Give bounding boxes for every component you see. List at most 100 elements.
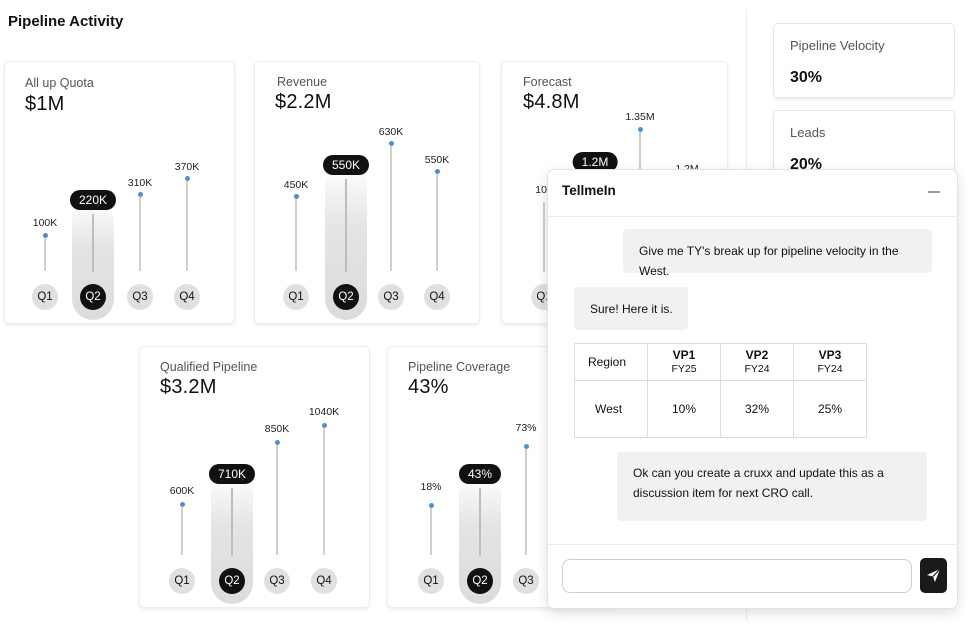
card-value: $1M bbox=[25, 93, 65, 115]
chat-panel[interactable]: TellmeIn Give me TY's break up for pipel… bbox=[548, 170, 957, 608]
chat-title: TellmeIn bbox=[562, 183, 616, 198]
user-message: Give me TY's break up for pipeline veloc… bbox=[623, 229, 932, 278]
bar-stem bbox=[525, 449, 527, 555]
table-header-vp3: VP3 FY24 bbox=[793, 343, 867, 381]
quarter-button[interactable]: Q4 bbox=[424, 284, 450, 310]
data-point bbox=[428, 503, 434, 508]
table-header-vp2: VP2 FY24 bbox=[720, 343, 794, 381]
bar-stem bbox=[186, 181, 188, 271]
bar-value-label: 450K bbox=[283, 179, 309, 191]
page-title: Pipeline Activity bbox=[8, 13, 124, 30]
bar-value-label: 73% bbox=[515, 422, 537, 434]
card-label: Qualified Pipeline bbox=[160, 360, 258, 374]
column-sub: FY24 bbox=[817, 363, 843, 375]
bar-value-label: 1.35M bbox=[625, 111, 655, 123]
column-sub: FY24 bbox=[744, 363, 770, 375]
side-card-label: Pipeline Velocity bbox=[790, 38, 885, 53]
quarter-button[interactable]: Q2 bbox=[80, 284, 106, 310]
data-point bbox=[637, 127, 643, 132]
card-qualified-pipeline[interactable]: Qualified Pipeline $3.2M 600K Q1 710K Q2… bbox=[140, 347, 369, 607]
send-button[interactable] bbox=[920, 558, 947, 593]
bar-value-label: 630K bbox=[378, 126, 404, 138]
chat-footer-divider bbox=[548, 544, 957, 545]
data-point bbox=[42, 233, 48, 238]
quarter-button[interactable]: Q1 bbox=[169, 568, 195, 594]
selected-value-pill: 550K bbox=[322, 155, 370, 175]
selected-value-pill: 220K bbox=[69, 190, 117, 210]
quarter-button[interactable]: Q1 bbox=[283, 284, 309, 310]
bar-stem bbox=[323, 428, 325, 555]
table-cell: 32% bbox=[720, 380, 794, 438]
bar-stem bbox=[231, 488, 233, 556]
bar-value-label: 850K bbox=[264, 423, 290, 435]
card-all-up-quota[interactable]: All up Quota $1M 100K Q1 220K Q2 310K Q3… bbox=[5, 62, 234, 323]
quarter-button[interactable]: Q3 bbox=[513, 568, 539, 594]
selected-value-pill: 43% bbox=[458, 464, 502, 484]
column-sub: FY25 bbox=[671, 363, 697, 375]
bar-stem bbox=[430, 508, 432, 555]
table-header-vp1: VP1 FY25 bbox=[647, 343, 721, 381]
table-header-row: Region VP1 FY25 VP2 FY24 VP3 FY24 bbox=[574, 343, 867, 381]
card-value: $2.2M bbox=[275, 91, 332, 113]
bar-value-label: 1040K bbox=[308, 406, 340, 418]
bar-value-label: 18% bbox=[420, 481, 442, 493]
quarter-button[interactable]: Q4 bbox=[174, 284, 200, 310]
table-cell-region: West bbox=[574, 380, 648, 438]
bar-value-label: 370K bbox=[174, 161, 200, 173]
data-point bbox=[184, 176, 190, 181]
bar-stem bbox=[295, 199, 297, 271]
column-name: VP3 bbox=[818, 348, 842, 362]
quarter-button[interactable]: Q1 bbox=[32, 284, 58, 310]
quarter-button[interactable]: Q4 bbox=[311, 568, 337, 594]
bar-stem bbox=[390, 146, 392, 271]
card-label: Forecast bbox=[523, 75, 572, 89]
breakup-table: Region VP1 FY25 VP2 FY24 VP3 FY24 West 1… bbox=[574, 343, 867, 438]
data-point bbox=[523, 444, 529, 449]
column-name: VP1 bbox=[672, 348, 696, 362]
side-card-label: Leads bbox=[790, 125, 826, 140]
card-value: 43% bbox=[408, 376, 449, 398]
table-cell: 25% bbox=[793, 380, 867, 438]
side-card-value: 30% bbox=[790, 69, 823, 86]
card-revenue[interactable]: Revenue $2.2M 450K Q1 550K Q2 630K Q3 55… bbox=[255, 62, 479, 323]
bar-value-label: 600K bbox=[169, 485, 195, 497]
card-value: $4.8M bbox=[523, 91, 580, 113]
user-message: Ok can you create a cruxx and update thi… bbox=[617, 452, 927, 521]
quarter-button[interactable]: Q3 bbox=[264, 568, 290, 594]
quarter-button[interactable]: Q2 bbox=[333, 284, 359, 310]
card-label: All up Quota bbox=[25, 76, 94, 90]
bar-stem bbox=[479, 488, 481, 556]
selected-value-pill: 1.2M bbox=[572, 152, 618, 172]
chat-message-input[interactable] bbox=[562, 559, 912, 593]
side-card-pipeline-velocity[interactable]: Pipeline Velocity 30% bbox=[774, 24, 954, 97]
chat-header-divider bbox=[548, 216, 957, 217]
quarter-button[interactable]: Q2 bbox=[467, 568, 493, 594]
side-card-value: 20% bbox=[790, 156, 823, 173]
bar-stem bbox=[276, 445, 278, 555]
bar-stem bbox=[436, 174, 438, 271]
selected-value-pill: 710K bbox=[208, 464, 256, 484]
bar-value-label: 100K bbox=[32, 217, 58, 229]
bar-stem bbox=[181, 507, 183, 555]
bar-value-label: 550K bbox=[424, 154, 450, 166]
bar-stem bbox=[44, 238, 46, 271]
column-name: VP2 bbox=[745, 348, 769, 362]
data-point bbox=[137, 192, 143, 197]
quarter-button[interactable]: Q2 bbox=[219, 568, 245, 594]
bar-stem bbox=[543, 202, 545, 272]
data-point bbox=[293, 194, 299, 199]
quarter-button[interactable]: Q3 bbox=[378, 284, 404, 310]
bar-value-label: 310K bbox=[127, 177, 153, 189]
data-point bbox=[388, 141, 394, 146]
data-point bbox=[434, 169, 440, 174]
quarter-button[interactable]: Q1 bbox=[418, 568, 444, 594]
table-row: West 10% 32% 25% bbox=[574, 380, 867, 438]
bar-stem bbox=[139, 197, 141, 271]
data-point bbox=[274, 440, 280, 445]
send-icon bbox=[926, 568, 941, 583]
table-header-region: Region bbox=[574, 343, 648, 381]
minimize-icon[interactable] bbox=[928, 191, 940, 193]
quarter-button[interactable]: Q3 bbox=[127, 284, 153, 310]
bar-stem bbox=[639, 132, 641, 172]
bar-stem bbox=[345, 179, 347, 272]
